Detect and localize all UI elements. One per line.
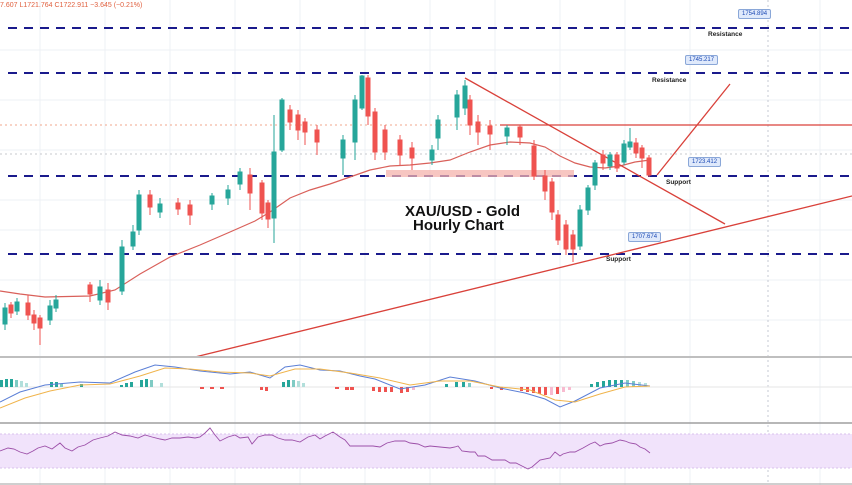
chart-title-line1: XAU/USD - Gold xyxy=(405,203,520,220)
level-label-support-2: Support xyxy=(606,256,631,263)
price-label-s1[interactable]: 1723.412 xyxy=(688,157,722,167)
candlesticks xyxy=(2,75,652,345)
rsi-line xyxy=(0,427,651,470)
support-zone xyxy=(386,170,574,177)
macd-pane xyxy=(0,364,852,409)
level-label-resistance-1: Resistance xyxy=(652,77,687,84)
price-label-r1[interactable]: 1745.217 xyxy=(685,55,719,65)
macd-line xyxy=(0,364,651,408)
level-label-support-1: Support xyxy=(666,179,691,186)
price-label-s2[interactable]: 1707.674 xyxy=(628,232,662,242)
signal-line xyxy=(0,367,651,409)
moving-average-line xyxy=(0,141,651,298)
ascending-trendline xyxy=(194,195,852,358)
trendlines xyxy=(194,77,852,358)
descending-trendline xyxy=(464,77,726,225)
level-label-resistance-2: Resistance xyxy=(708,31,743,38)
chart-title-line2: Hourly Chart xyxy=(413,217,504,234)
rsi-pane xyxy=(0,427,852,470)
chart-title: XAU/USD - Gold Hourly Chart xyxy=(405,203,520,234)
projection-up-line xyxy=(656,83,731,176)
price-label-r2[interactable]: 1754.894 xyxy=(738,9,772,19)
ohlc-header: 7.607 L1721.764 C1722.911 −3.645 (−0.21%… xyxy=(0,2,143,9)
